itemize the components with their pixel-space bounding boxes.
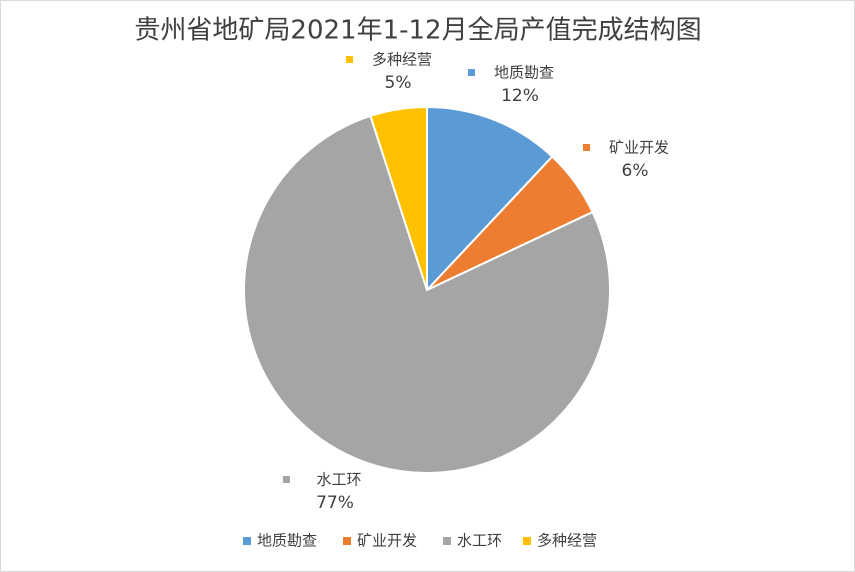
label-key: [283, 476, 290, 483]
data-label-category: 矿业开发: [609, 139, 669, 157]
legend-label: 多种经营: [537, 532, 597, 550]
pie-slice: [243, 114, 611, 474]
label-key: [583, 144, 590, 151]
data-label-category: 水工环: [316, 471, 361, 489]
data-label: 77%: [316, 493, 354, 513]
label-key: [468, 69, 475, 76]
legend-swatch: [243, 537, 251, 545]
pie-slice: [426, 105, 554, 293]
data-label: 5%: [385, 73, 412, 93]
chart-title: 贵州省地矿局2021年1-12月全局产值完成结构图: [134, 16, 701, 46]
legend-swatch: [443, 537, 451, 545]
legend-label: 矿业开发: [357, 532, 417, 550]
legend-label: 地质勘查: [257, 532, 317, 550]
data-label: 12%: [501, 86, 539, 106]
legend-label: 水工环: [457, 532, 502, 550]
data-label-category: 地质勘查: [494, 64, 554, 82]
label-key: [346, 56, 353, 63]
legend-swatch: [343, 537, 351, 545]
legend-swatch: [523, 537, 531, 545]
data-label: 6%: [622, 161, 649, 181]
data-label-category: 多种经营: [372, 51, 432, 69]
pie-slice: [369, 105, 428, 291]
